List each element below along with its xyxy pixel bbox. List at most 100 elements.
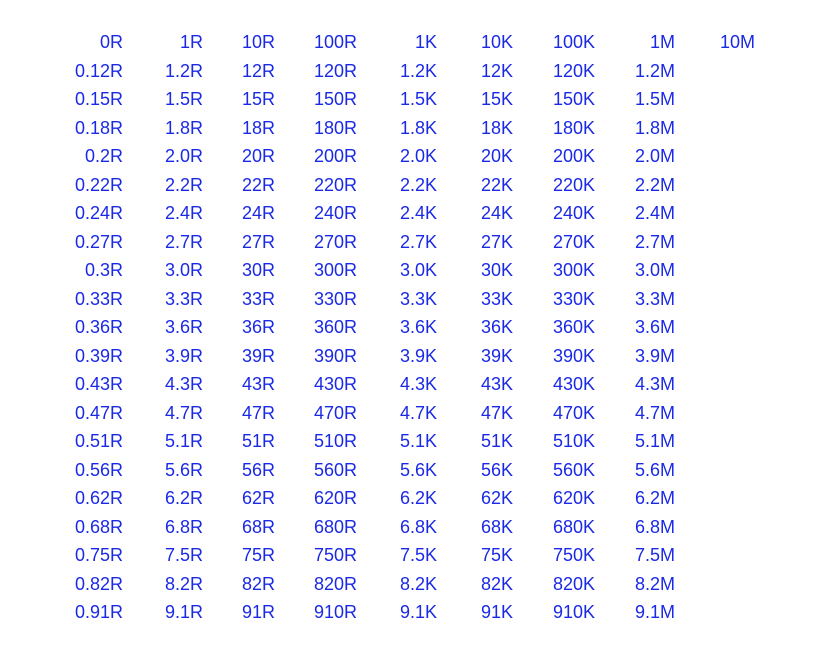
table-cell: 150R bbox=[275, 85, 357, 114]
table-cell: 12R bbox=[203, 57, 275, 86]
table-cell: 68K bbox=[437, 513, 513, 542]
table-row: 0R1R10R100R1K10K100K1M10M bbox=[55, 28, 755, 57]
table-cell: 0.24R bbox=[55, 199, 123, 228]
table-cell: 2.4M bbox=[595, 199, 675, 228]
table-cell: 0R bbox=[55, 28, 123, 57]
table-cell: 3.9K bbox=[357, 342, 437, 371]
table-cell: 3.3R bbox=[123, 285, 203, 314]
table-cell: 0.39R bbox=[55, 342, 123, 371]
table-cell: 100R bbox=[275, 28, 357, 57]
table-cell: 300K bbox=[513, 256, 595, 285]
table-cell: 62R bbox=[203, 484, 275, 513]
table-row: 0.51R5.1R51R510R5.1K51K510K5.1M bbox=[55, 427, 755, 456]
table-cell: 2.4K bbox=[357, 199, 437, 228]
table-cell: 0.51R bbox=[55, 427, 123, 456]
table-cell: 3.6M bbox=[595, 313, 675, 342]
table-cell: 1.5R bbox=[123, 85, 203, 114]
table-cell: 9.1R bbox=[123, 598, 203, 627]
table-cell: 470R bbox=[275, 399, 357, 428]
table-cell: 5.6M bbox=[595, 456, 675, 485]
table-cell: 120K bbox=[513, 57, 595, 86]
table-cell: 680R bbox=[275, 513, 357, 542]
table-row: 0.3R3.0R30R300R3.0K30K300K3.0M bbox=[55, 256, 755, 285]
table-cell: 51K bbox=[437, 427, 513, 456]
table-cell: 47R bbox=[203, 399, 275, 428]
table-cell: 750K bbox=[513, 541, 595, 570]
table-row: 0.36R3.6R36R360R3.6K36K360K3.6M bbox=[55, 313, 755, 342]
table-cell: 1R bbox=[123, 28, 203, 57]
table-cell: 390K bbox=[513, 342, 595, 371]
table-cell: 68R bbox=[203, 513, 275, 542]
page-root: 0R1R10R100R1K10K100K1M10M0.12R1.2R12R120… bbox=[0, 0, 832, 665]
table-cell: 430K bbox=[513, 370, 595, 399]
table-cell: 3.6R bbox=[123, 313, 203, 342]
table-cell: 910K bbox=[513, 598, 595, 627]
table-cell: 560K bbox=[513, 456, 595, 485]
table-cell: 2.7K bbox=[357, 228, 437, 257]
table-cell: 0.15R bbox=[55, 85, 123, 114]
table-cell: 0.75R bbox=[55, 541, 123, 570]
table-row: 0.62R6.2R62R620R6.2K62K620K6.2M bbox=[55, 484, 755, 513]
table-cell bbox=[675, 399, 755, 428]
table-cell: 4.3K bbox=[357, 370, 437, 399]
table-cell: 270K bbox=[513, 228, 595, 257]
table-cell: 0.2R bbox=[55, 142, 123, 171]
table-cell: 82R bbox=[203, 570, 275, 599]
table-cell: 6.8R bbox=[123, 513, 203, 542]
table-row: 0.47R4.7R47R470R4.7K47K470K4.7M bbox=[55, 399, 755, 428]
table-cell: 2.0K bbox=[357, 142, 437, 171]
table-cell: 150K bbox=[513, 85, 595, 114]
table-cell: 62K bbox=[437, 484, 513, 513]
table-cell: 200R bbox=[275, 142, 357, 171]
table-cell: 0.62R bbox=[55, 484, 123, 513]
table-row: 0.75R7.5R75R750R7.5K75K750K7.5M bbox=[55, 541, 755, 570]
table-cell: 43R bbox=[203, 370, 275, 399]
table-cell: 3.0K bbox=[357, 256, 437, 285]
table-cell: 6.8K bbox=[357, 513, 437, 542]
table-cell: 5.1M bbox=[595, 427, 675, 456]
table-body: 0R1R10R100R1K10K100K1M10M0.12R1.2R12R120… bbox=[55, 28, 755, 627]
table-cell: 2.4R bbox=[123, 199, 203, 228]
table-cell: 240K bbox=[513, 199, 595, 228]
table-cell: 300R bbox=[275, 256, 357, 285]
table-cell: 240R bbox=[275, 199, 357, 228]
table-cell: 4.3M bbox=[595, 370, 675, 399]
table-row: 0.2R2.0R20R200R2.0K20K200K2.0M bbox=[55, 142, 755, 171]
table-cell: 2.0M bbox=[595, 142, 675, 171]
table-cell: 7.5R bbox=[123, 541, 203, 570]
table-row: 0.68R6.8R68R680R6.8K68K680K6.8M bbox=[55, 513, 755, 542]
table-cell: 6.8M bbox=[595, 513, 675, 542]
table-cell: 9.1K bbox=[357, 598, 437, 627]
table-cell: 22R bbox=[203, 171, 275, 200]
table-row: 0.56R5.6R56R560R5.6K56K560K5.6M bbox=[55, 456, 755, 485]
table-cell: 91K bbox=[437, 598, 513, 627]
table-cell: 0.12R bbox=[55, 57, 123, 86]
table-cell: 1.5M bbox=[595, 85, 675, 114]
table-cell: 33K bbox=[437, 285, 513, 314]
table-cell: 1.2M bbox=[595, 57, 675, 86]
table-row: 0.39R3.9R39R390R3.9K39K390K3.9M bbox=[55, 342, 755, 371]
table-cell: 390R bbox=[275, 342, 357, 371]
table-cell: 5.6R bbox=[123, 456, 203, 485]
table-cell: 33R bbox=[203, 285, 275, 314]
table-cell: 1.2K bbox=[357, 57, 437, 86]
table-cell bbox=[675, 456, 755, 485]
table-cell: 4.3R bbox=[123, 370, 203, 399]
table-cell bbox=[675, 114, 755, 143]
table-cell: 4.7M bbox=[595, 399, 675, 428]
table-cell bbox=[675, 342, 755, 371]
table-cell: 0.33R bbox=[55, 285, 123, 314]
table-row: 0.24R2.4R24R240R2.4K24K240K2.4M bbox=[55, 199, 755, 228]
table-cell: 36K bbox=[437, 313, 513, 342]
table-cell: 10M bbox=[675, 28, 755, 57]
table-row: 0.15R1.5R15R150R1.5K15K150K1.5M bbox=[55, 85, 755, 114]
table-cell: 0.91R bbox=[55, 598, 123, 627]
table-cell: 6.2M bbox=[595, 484, 675, 513]
table-cell: 1K bbox=[357, 28, 437, 57]
table-cell: 39K bbox=[437, 342, 513, 371]
table-cell: 91R bbox=[203, 598, 275, 627]
table-cell: 330K bbox=[513, 285, 595, 314]
table-cell: 22K bbox=[437, 171, 513, 200]
table-cell: 20R bbox=[203, 142, 275, 171]
table-cell: 0.36R bbox=[55, 313, 123, 342]
